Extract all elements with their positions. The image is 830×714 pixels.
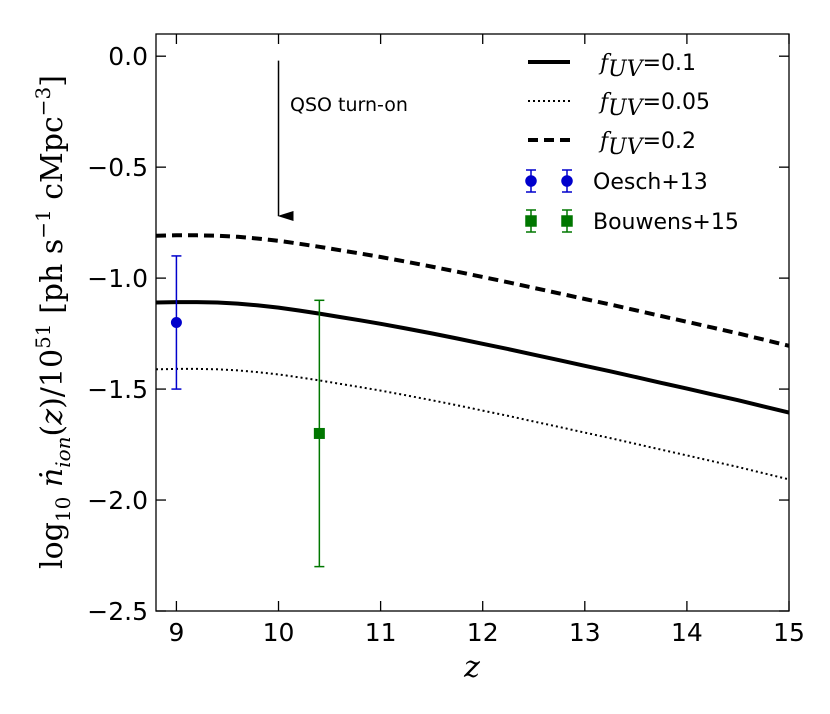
- legend: fUV=0.1 fUV=0.05 fUV=0.2 Oesch+13: [525, 51, 739, 235]
- y-tick-label: −2.0: [87, 486, 148, 515]
- x-tick-label: 15: [773, 618, 805, 647]
- x-tick-label: 12: [467, 618, 499, 647]
- plot-area: [155, 33, 790, 612]
- legend-label-bouwens: Bouwens+15: [593, 210, 739, 235]
- annotation-text: QSO turn-on: [290, 94, 408, 116]
- legend-marker-bouwens: [525, 209, 573, 233]
- x-tick-label: 14: [671, 618, 703, 647]
- legend-label-fuv-0.2: fUV=0.2: [598, 129, 696, 160]
- x-tick-label: 9: [168, 618, 184, 647]
- ticks: 9 10 11 12 13 14 15 0.0 −0.5 −1.0 −1.5 −2.0 −2.5: [87, 34, 805, 647]
- y-axis-label: log10 ṅion(z)/1051 [ph s−1 cMpc−3]: [31, 75, 75, 569]
- data-point-bouwens-15: [313, 427, 325, 439]
- x-tick-label: 10: [263, 618, 295, 647]
- legend-marker-oesch: [525, 169, 573, 193]
- y-tick-label: −2.5: [87, 597, 148, 626]
- x-tick-label: 13: [569, 618, 601, 647]
- series-line-f-uv-0.1: [155, 300, 790, 415]
- legend-label-oesch: Oesch+13: [593, 170, 708, 195]
- data-point-oesch-13: [170, 317, 182, 328]
- x-axis-label: z: [463, 650, 480, 685]
- svg-text:log10 ṅion(z)/1051 [ph s−1 cMp: log10 ṅion(z)/1051 [ph s−1 cMpc−3]: [31, 75, 75, 569]
- plot-frame: [155, 33, 790, 612]
- y-tick-label: 0.0: [108, 42, 148, 71]
- y-tick-label: −1.5: [87, 375, 148, 404]
- legend-label-fuv-0.1: fUV=0.1: [598, 51, 696, 82]
- annotation: QSO turn-on: [277, 60, 408, 221]
- series-line-f-uv-0.2: [155, 233, 790, 348]
- legend-label-fuv-0.05: fUV=0.05: [598, 90, 710, 121]
- errorbars: [170, 255, 325, 568]
- series-lines: [155, 233, 790, 481]
- y-tick-label: −0.5: [87, 153, 148, 182]
- y-tick-label: −1.0: [87, 264, 148, 293]
- series-line-f-uv-0.05: [155, 367, 790, 481]
- x-tick-label: 11: [365, 618, 397, 647]
